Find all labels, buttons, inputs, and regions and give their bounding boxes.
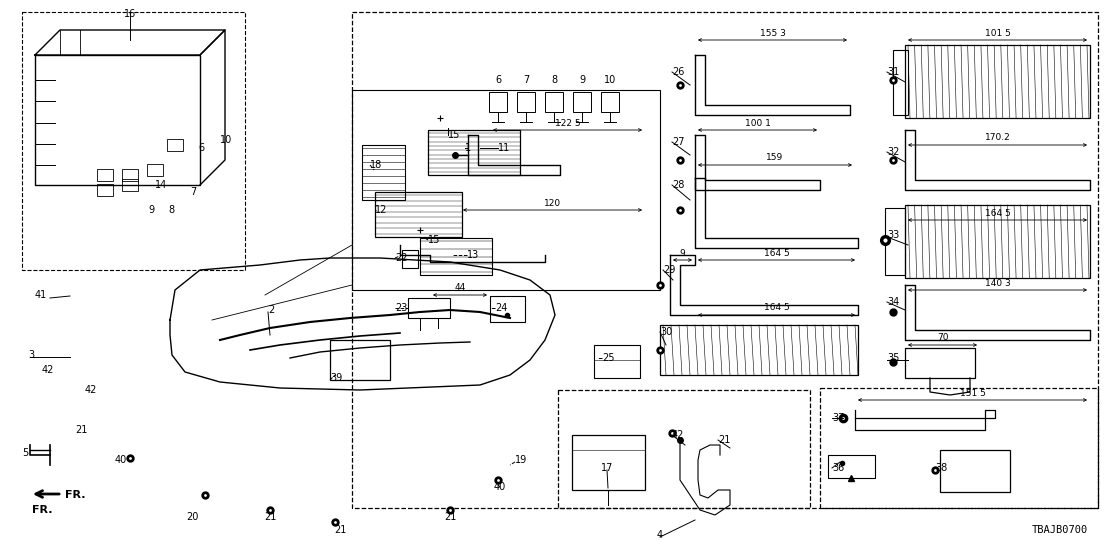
Text: 164 5: 164 5 <box>763 249 789 258</box>
Text: 42: 42 <box>85 385 98 395</box>
Text: 15: 15 <box>428 235 440 245</box>
Text: 70: 70 <box>936 334 948 342</box>
Text: 151 5: 151 5 <box>960 388 985 398</box>
Text: 21: 21 <box>444 512 456 522</box>
Text: 27: 27 <box>671 137 685 147</box>
Text: 41: 41 <box>35 290 48 300</box>
Text: 32: 32 <box>888 147 900 157</box>
Text: 6: 6 <box>198 143 204 153</box>
Text: 24: 24 <box>495 303 507 313</box>
Text: 21: 21 <box>75 425 88 435</box>
Text: 25: 25 <box>602 353 615 363</box>
Text: 10: 10 <box>220 135 233 145</box>
Text: 33: 33 <box>888 230 900 240</box>
Text: 8: 8 <box>168 205 174 215</box>
Text: 5: 5 <box>22 448 28 458</box>
Text: 23: 23 <box>394 303 408 313</box>
Text: 39: 39 <box>330 373 342 383</box>
Text: 13: 13 <box>466 250 480 260</box>
Text: 8: 8 <box>551 75 557 85</box>
Text: 164 5: 164 5 <box>985 208 1010 218</box>
Text: 28: 28 <box>671 180 685 190</box>
Text: 155 3: 155 3 <box>760 28 786 38</box>
Text: 35: 35 <box>888 353 900 363</box>
Text: 40: 40 <box>494 482 506 492</box>
Text: 11: 11 <box>497 143 511 153</box>
Text: 140 3: 140 3 <box>985 279 1010 288</box>
Text: 37: 37 <box>832 413 844 423</box>
Text: 164 5: 164 5 <box>763 304 789 312</box>
Text: FR.: FR. <box>65 490 85 500</box>
Text: 12: 12 <box>375 205 388 215</box>
Text: 19: 19 <box>515 455 527 465</box>
Text: 42: 42 <box>42 365 54 375</box>
Text: 44: 44 <box>454 284 465 293</box>
Text: 159: 159 <box>767 153 783 162</box>
Text: 29: 29 <box>663 265 676 275</box>
Text: 3: 3 <box>28 350 34 360</box>
Text: 120: 120 <box>544 198 561 208</box>
Text: 20: 20 <box>186 512 198 522</box>
Text: 7: 7 <box>523 75 530 85</box>
Text: 21: 21 <box>334 525 346 535</box>
Text: 21: 21 <box>718 435 730 445</box>
Text: 15: 15 <box>448 130 461 140</box>
Text: 42: 42 <box>671 430 685 440</box>
Text: TBAJB0700: TBAJB0700 <box>1032 525 1088 535</box>
Text: 9: 9 <box>579 75 585 85</box>
Text: 100 1: 100 1 <box>745 119 770 127</box>
Text: 101 5: 101 5 <box>985 28 1010 38</box>
Text: 10: 10 <box>604 75 616 85</box>
Text: 18: 18 <box>370 160 382 170</box>
Text: 31: 31 <box>888 67 900 77</box>
Text: 14: 14 <box>155 180 167 190</box>
Text: 40: 40 <box>115 455 127 465</box>
Text: 4: 4 <box>657 530 663 540</box>
Text: 6: 6 <box>495 75 501 85</box>
Text: 26: 26 <box>671 67 685 77</box>
Text: 30: 30 <box>660 327 673 337</box>
Text: 34: 34 <box>888 297 900 307</box>
Text: 21: 21 <box>264 512 276 522</box>
Text: 7: 7 <box>189 187 196 197</box>
Text: 22: 22 <box>394 253 408 263</box>
Text: 38: 38 <box>935 463 947 473</box>
Text: 170.2: 170.2 <box>985 134 1010 142</box>
Text: 17: 17 <box>601 463 613 473</box>
Text: 2: 2 <box>268 305 275 315</box>
Text: 9: 9 <box>679 249 686 258</box>
Text: FR.: FR. <box>32 505 52 515</box>
Text: 122 5: 122 5 <box>555 119 581 127</box>
Text: 16: 16 <box>124 9 136 19</box>
Text: 9: 9 <box>148 205 154 215</box>
Text: 36: 36 <box>832 463 844 473</box>
Text: 1: 1 <box>465 143 471 153</box>
